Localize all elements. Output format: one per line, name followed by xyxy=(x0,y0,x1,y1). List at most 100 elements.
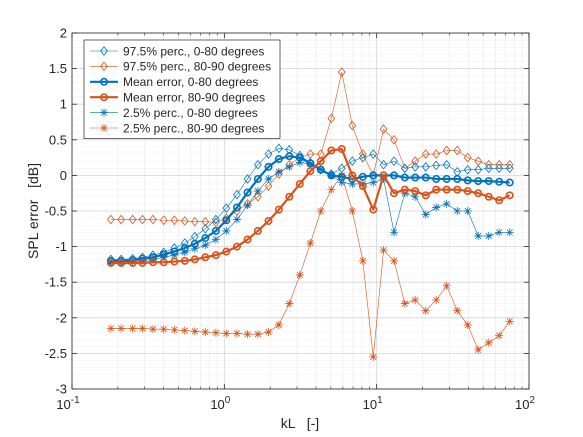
data-point xyxy=(327,113,336,124)
x-tick-label: 10-1 xyxy=(56,395,80,412)
data-point xyxy=(348,179,357,188)
data-point xyxy=(274,169,283,179)
data-point xyxy=(337,67,346,78)
y-tick-label: 2 xyxy=(60,26,67,41)
data-point xyxy=(180,248,189,257)
y-tick-label: -3 xyxy=(55,382,67,397)
data-point xyxy=(274,155,283,164)
data-point xyxy=(495,177,504,186)
data-point xyxy=(243,201,252,210)
data-point xyxy=(306,159,315,168)
legend: 97.5% perc., 0-80 degrees 97.5% perc., 80… xyxy=(83,39,281,139)
legend-entry: 97.5% perc., 0-80 degrees xyxy=(90,44,264,58)
data-point xyxy=(100,61,108,72)
data-point xyxy=(390,228,399,237)
data-point xyxy=(463,320,472,329)
legend-label: 97.5% perc., 0-80 degrees xyxy=(123,44,264,58)
data-point xyxy=(379,171,388,180)
data-point xyxy=(128,258,137,267)
data-point xyxy=(180,244,189,253)
data-point xyxy=(337,163,346,174)
legend-entry: Mean error, 0-80 degrees xyxy=(90,75,258,89)
y-tick-label: -2.5 xyxy=(45,346,67,361)
data-point xyxy=(232,203,241,212)
data-point xyxy=(421,162,430,172)
data-point xyxy=(463,207,472,215)
data-point xyxy=(327,146,336,155)
data-point xyxy=(505,228,514,237)
data-point xyxy=(369,149,378,159)
x-tick-label: 102 xyxy=(515,395,535,412)
data-point xyxy=(495,163,504,174)
data-point xyxy=(369,171,378,180)
data-point xyxy=(411,162,420,172)
data-point xyxy=(337,178,346,187)
data-point xyxy=(253,226,262,235)
data-point xyxy=(180,216,189,226)
data-point xyxy=(128,324,137,333)
y-tick-label: 1 xyxy=(60,97,67,112)
data-point xyxy=(232,215,241,224)
data-point xyxy=(442,199,451,208)
data-point xyxy=(253,191,262,202)
data-point xyxy=(253,174,262,183)
data-point xyxy=(201,223,210,234)
data-point xyxy=(138,258,147,267)
data-point xyxy=(274,167,283,176)
data-point xyxy=(463,187,472,196)
data-point xyxy=(463,176,472,185)
data-point xyxy=(453,185,462,194)
legend-box xyxy=(83,39,281,139)
data-point xyxy=(463,152,472,163)
y-tick-label: -1 xyxy=(55,239,67,254)
data-point xyxy=(117,324,126,333)
data-point xyxy=(484,159,493,170)
data-point xyxy=(316,165,325,174)
series-3 xyxy=(106,145,514,267)
data-point xyxy=(212,214,220,225)
data-point xyxy=(190,216,199,227)
data-point xyxy=(432,203,441,212)
data-point xyxy=(285,192,294,201)
y-tick-labels: -3 -2.5 -2 -1.5 -1 -0.5 0 0.5 1 1.5 2 xyxy=(45,26,67,397)
legend-label: Mean error, 80-90 degrees xyxy=(123,91,265,105)
data-point xyxy=(128,257,137,266)
data-point xyxy=(106,324,115,333)
data-point xyxy=(484,163,493,174)
data-point xyxy=(348,120,357,131)
data-point xyxy=(295,179,304,188)
y-tick-label: 1.5 xyxy=(49,61,67,76)
data-point xyxy=(348,156,357,167)
data-point xyxy=(421,306,430,315)
data-point xyxy=(421,149,430,159)
legend-label: 97.5% perc., 80-90 degrees xyxy=(123,60,271,74)
data-point xyxy=(316,157,325,166)
data-point xyxy=(453,145,462,156)
data-point xyxy=(432,185,441,194)
data-point xyxy=(390,156,398,167)
data-point xyxy=(170,325,179,334)
x-axis-label: kL [-] xyxy=(281,415,319,431)
data-point xyxy=(400,173,409,182)
data-point xyxy=(243,330,252,339)
data-point xyxy=(201,253,210,262)
data-point xyxy=(106,258,115,267)
data-point xyxy=(274,320,283,329)
data-point xyxy=(432,160,441,171)
data-point xyxy=(148,253,157,262)
data-point xyxy=(201,234,210,243)
data-point xyxy=(442,185,451,194)
data-point xyxy=(233,189,241,200)
data-point xyxy=(274,205,283,214)
data-point xyxy=(100,77,109,86)
data-point xyxy=(159,250,168,259)
data-point xyxy=(170,247,179,256)
data-point xyxy=(495,228,504,237)
data-point xyxy=(211,235,220,244)
data-point xyxy=(453,207,462,215)
data-point xyxy=(201,328,210,337)
data-point xyxy=(505,163,514,174)
data-point xyxy=(390,256,399,265)
data-point xyxy=(190,244,199,253)
data-point xyxy=(264,149,273,159)
